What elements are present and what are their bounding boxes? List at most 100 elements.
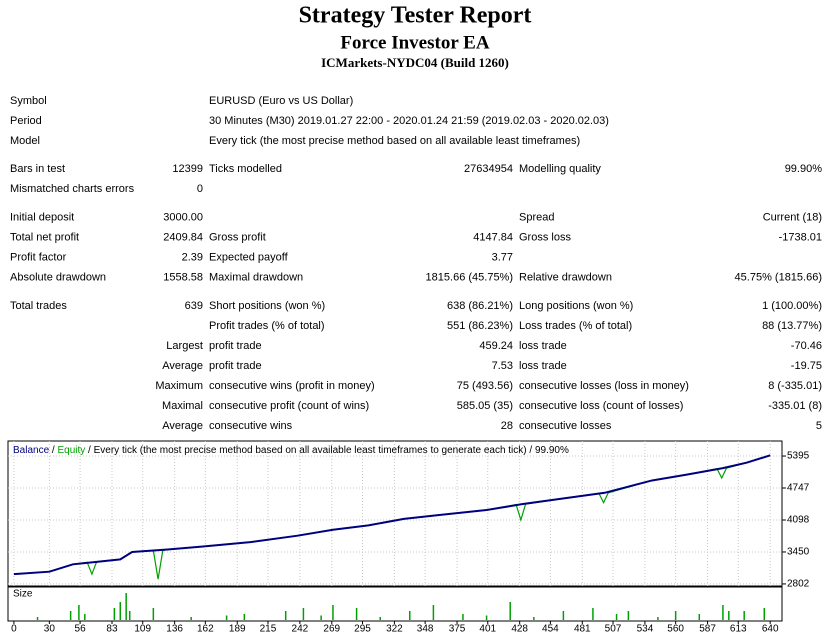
stat-label: consecutive wins: [209, 420, 293, 432]
stat-value: Maximum: [155, 380, 203, 392]
stat-label: consecutive losses: [519, 420, 612, 432]
x-tick-label: 428: [511, 624, 528, 635]
report-title: Strategy Tester Report: [299, 3, 532, 29]
stat-value: 585.05 (35): [457, 400, 513, 412]
size-bar: [462, 614, 464, 620]
report-subtitle: Force Investor EA: [340, 32, 489, 53]
stat-label: loss trade: [519, 340, 567, 352]
stat-value: 28: [501, 420, 513, 432]
size-bar: [533, 617, 535, 620]
x-tick-label: 109: [134, 624, 151, 635]
stat-value: 3000.00: [163, 211, 203, 223]
size-bar: [728, 611, 730, 620]
stat-label: Loss trades (% of total): [519, 320, 632, 332]
stat-value: -19.75: [791, 360, 822, 372]
x-tick-label: 640: [762, 624, 779, 635]
y-tick-label: 4098: [787, 515, 810, 526]
size-bar: [355, 608, 358, 620]
stat-value: 638 (86.21%): [447, 300, 513, 312]
stat-value: 75 (493.56): [457, 380, 513, 392]
stat-value: 99.90%: [785, 163, 823, 175]
stat-value: Largest: [166, 340, 203, 352]
separator: /: [85, 445, 93, 456]
stat-value: 27634954: [464, 163, 513, 175]
stat-value: 8 (-335.01): [768, 380, 822, 392]
stat-value: 2.39: [182, 251, 203, 263]
x-tick-label: 454: [542, 624, 559, 635]
stat-value: 551 (86.23%): [447, 320, 513, 332]
size-bar: [243, 614, 246, 620]
size-bar: [763, 608, 766, 620]
y-tick-label: 4747: [787, 483, 810, 494]
separator: /: [49, 445, 57, 456]
info-label: Symbol: [10, 95, 47, 107]
stat-value: 459.24: [479, 340, 513, 352]
size-bar: [674, 611, 677, 620]
x-tick-label: 613: [730, 624, 747, 635]
stat-label: consecutive profit (count of wins): [209, 400, 369, 412]
x-tick-label: 30: [44, 624, 56, 635]
info-value: 30 Minutes (M30) 2019.01.27 22:00 - 2020…: [209, 115, 609, 127]
legend-entry: Equity: [57, 445, 85, 456]
x-tick-label: 56: [75, 624, 87, 635]
stat-value: -335.01 (8): [768, 400, 822, 412]
stat-label: Initial deposit: [10, 211, 74, 223]
stat-label: Expected payoff: [209, 251, 289, 263]
stat-label: Modelling quality: [519, 163, 601, 175]
stat-value: 7.53: [492, 360, 513, 372]
size-bar: [320, 615, 322, 620]
stat-label: Absolute drawdown: [10, 271, 106, 283]
info-value: Every tick (the most precise method base…: [209, 135, 580, 147]
info-label: Period: [10, 115, 42, 127]
y-tick-label: 3450: [787, 547, 810, 558]
chart-header: Balance / Equity / Every tick (the most …: [13, 445, 569, 456]
size-bar: [509, 602, 511, 620]
stat-label: profit trade: [209, 340, 262, 352]
stat-value: 1558.58: [163, 271, 203, 283]
x-tick-label: 481: [574, 624, 591, 635]
info-value: EURUSD (Euro vs US Dollar): [209, 95, 353, 107]
size-bar: [284, 611, 287, 620]
stat-label: loss trade: [519, 360, 567, 372]
stat-label: Maximal drawdown: [209, 271, 303, 283]
size-bar: [113, 608, 116, 620]
x-tick-label: 401: [479, 624, 496, 635]
info-label: Model: [10, 135, 40, 147]
size-bar: [485, 615, 488, 620]
x-tick-label: 507: [605, 624, 622, 635]
y-tick-label: 2802: [787, 579, 810, 590]
size-bar: [36, 617, 39, 620]
size-bar: [302, 608, 305, 620]
stat-label: Total trades: [10, 300, 67, 312]
size-bar: [128, 611, 131, 620]
size-bar: [190, 617, 192, 620]
legend-entry: Balance: [13, 445, 50, 456]
size-bar: [69, 611, 72, 620]
size-bar: [84, 614, 86, 620]
header-text: Every tick (the most precise method base…: [94, 445, 569, 456]
stat-value: 45.75% (1815.66): [735, 271, 822, 283]
stat-label: consecutive losses (loss in money): [519, 380, 689, 392]
size-bar: [409, 611, 411, 620]
stat-label: consecutive loss (count of losses): [519, 400, 683, 412]
x-tick-label: 375: [449, 624, 466, 635]
size-frame: [7, 586, 783, 622]
stat-label: Total net profit: [10, 231, 79, 243]
x-tick-label: 560: [667, 624, 684, 635]
x-tick-label: 0: [11, 624, 17, 635]
stat-label: Spread: [519, 211, 554, 223]
stat-label: Ticks modelled: [209, 163, 282, 175]
size-bar: [78, 605, 80, 620]
stat-value: Maximal: [162, 400, 203, 412]
size-bar: [592, 608, 594, 620]
stat-value: 12399: [172, 163, 203, 175]
stat-value: 1815.66 (45.75%): [426, 271, 513, 283]
x-tick-label: 162: [197, 624, 214, 635]
stat-value: 2409.84: [163, 231, 203, 243]
size-bar: [698, 614, 701, 620]
size-bar: [225, 615, 228, 620]
stat-label: Relative drawdown: [519, 271, 612, 283]
x-tick-label: 322: [386, 624, 403, 635]
x-tick-label: 189: [229, 624, 246, 635]
stat-value: 3.77: [492, 251, 513, 263]
